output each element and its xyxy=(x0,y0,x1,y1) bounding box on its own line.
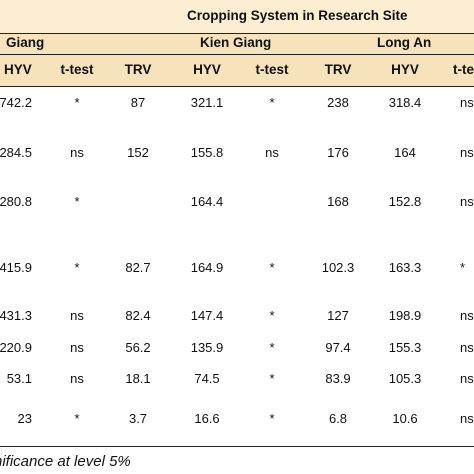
rule-under-columns xyxy=(0,86,474,87)
table-cell: 6.8 xyxy=(328,411,348,426)
table-cell: * xyxy=(74,260,80,275)
table-cell: 102.3 xyxy=(321,260,355,275)
rule-table-bottom xyxy=(0,446,474,447)
table-cell: 18.1 xyxy=(125,371,151,386)
table-cell: 163.3 xyxy=(388,260,422,275)
table-title: Cropping System in Research Site xyxy=(187,8,408,23)
table-cell: 415.9 xyxy=(0,260,32,275)
table-cell: * xyxy=(74,194,80,209)
column-header: TRV xyxy=(124,62,152,77)
column-header: HYV xyxy=(391,62,419,77)
table-cell: 155.3 xyxy=(388,340,422,355)
table-cell: 280.8 xyxy=(0,194,32,209)
table-cell: 147.4 xyxy=(190,308,224,323)
table-cell: 97.4 xyxy=(325,340,351,355)
table-cell: * xyxy=(269,411,275,426)
table-cell: 10.6 xyxy=(392,411,418,426)
table-cell: ns xyxy=(460,371,474,386)
table-cell: 176 xyxy=(327,145,349,160)
table-cell: 168 xyxy=(327,194,349,209)
column-header: HYV xyxy=(193,62,221,77)
table-cell: 83.9 xyxy=(325,371,351,386)
table-cell: 198.9 xyxy=(388,308,422,323)
table-cell: * xyxy=(269,95,275,110)
table-cell: 321.1 xyxy=(190,95,224,110)
group-header-long-an: Long An xyxy=(377,35,432,50)
table-cell: * xyxy=(269,340,275,355)
table-cell: * xyxy=(74,95,80,110)
group-header-kien-giang: Kien Giang xyxy=(200,35,272,50)
column-header: t-test xyxy=(60,62,94,77)
table-cell: 87 xyxy=(130,95,146,110)
column-header: t-test xyxy=(255,62,289,77)
table-cell: 431.3 xyxy=(0,308,32,323)
table-cell: ns xyxy=(460,411,474,426)
table-cell: 23 xyxy=(17,411,32,426)
footnote: nificance at level 5% xyxy=(0,453,131,470)
column-header: TRV xyxy=(324,62,352,77)
table-cell: ns xyxy=(70,371,84,386)
group-header-giang: Giang xyxy=(6,35,45,50)
table-cell: 220.9 xyxy=(0,340,32,355)
table-cell: ns xyxy=(460,194,474,209)
table-cell: 164 xyxy=(394,145,416,160)
table-cell: ns xyxy=(460,340,474,355)
table-cell: ns xyxy=(70,308,84,323)
table-cell: 82.7 xyxy=(125,260,151,275)
table-cell: 105.3 xyxy=(388,371,422,386)
table-cell: 16.6 xyxy=(194,411,220,426)
table-cell: ns xyxy=(460,145,474,160)
table-cell: ns xyxy=(70,340,84,355)
table-cell: * xyxy=(74,411,80,426)
table-cell: * xyxy=(460,260,466,275)
table-cell: ns xyxy=(460,95,474,110)
header-band-bottom xyxy=(0,33,474,86)
table-cell: 238 xyxy=(327,95,349,110)
table-cell: 164.9 xyxy=(190,260,224,275)
table-cell: 164.4 xyxy=(190,194,224,209)
table-cell: 56.2 xyxy=(125,340,151,355)
table-cell: 74.5 xyxy=(194,371,220,386)
table-cell: 3.7 xyxy=(128,411,148,426)
table-cell: * xyxy=(269,371,275,386)
table-cell: 152.8 xyxy=(388,194,422,209)
table-cell: 53.1 xyxy=(6,371,32,386)
table-cell: ns xyxy=(265,145,279,160)
table-cell: 152 xyxy=(127,145,149,160)
table-cell: 82.4 xyxy=(125,308,151,323)
column-header: t-test xyxy=(453,62,474,77)
table-cell: 135.9 xyxy=(190,340,224,355)
table-cell: * xyxy=(269,260,275,275)
table-cell: 742.2 xyxy=(0,95,32,110)
table-cell: ns xyxy=(70,145,84,160)
rule-under-title xyxy=(0,33,474,34)
table-cell: 127 xyxy=(327,308,349,323)
table-cell: 155.8 xyxy=(190,145,224,160)
column-header: HYV xyxy=(4,62,32,77)
table-cell: ns xyxy=(460,308,474,323)
header-band-top xyxy=(0,0,474,33)
table-cell: 318.4 xyxy=(388,95,422,110)
rule-under-groups xyxy=(0,54,474,55)
table-cell: 284.5 xyxy=(0,145,32,160)
table-cell: * xyxy=(269,308,275,323)
